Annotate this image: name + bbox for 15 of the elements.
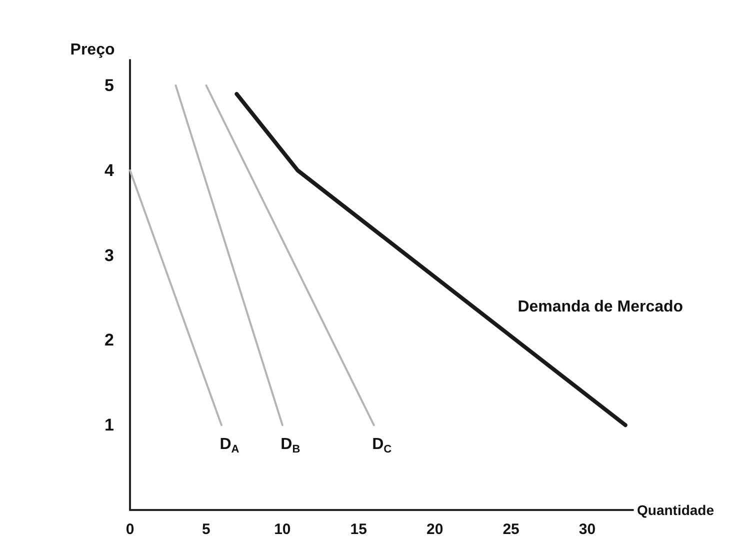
x-tick-label: 5: [202, 521, 210, 538]
x-tick-label: 25: [502, 521, 520, 538]
x-tick-label: 20: [426, 521, 444, 538]
x-tick-label: 10: [274, 521, 291, 538]
y-tick-label: 1: [104, 416, 114, 435]
y-tick-label: 5: [104, 76, 114, 95]
x-axis-title: Quantidade: [637, 502, 714, 518]
y-axis-title: Preço: [70, 42, 115, 58]
y-tick-label: 2: [104, 330, 114, 350]
series-label: Demanda de Mercado: [518, 298, 684, 316]
x-tick-label: 0: [126, 521, 134, 538]
x-tick-label: 30: [578, 521, 596, 538]
y-tick-label: 3: [104, 246, 114, 265]
x-tick-label: 15: [350, 521, 367, 538]
y-tick-label: 4: [104, 160, 115, 180]
